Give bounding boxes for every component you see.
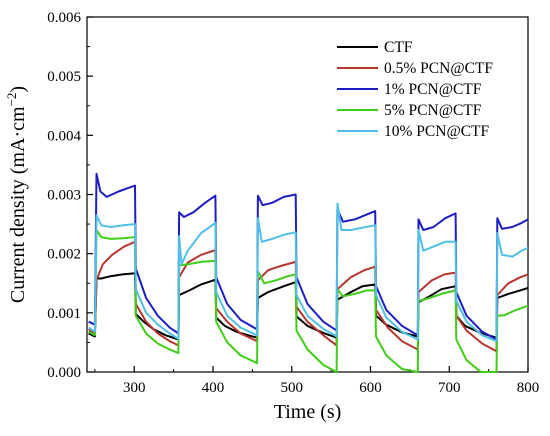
y-tick-label: 0.000 [47,365,81,381]
legend-label: CTF [384,39,413,56]
y-tick-label: 0.004 [47,128,81,144]
x-tick-label: 400 [202,380,225,396]
legend-label: 5% PCN@CTF [384,102,482,119]
y-tick-label: 0.002 [47,247,81,263]
series-lines [88,172,529,373]
y-axis-title-main: Current density (mA·cm [7,106,29,303]
x-axis: 300 400 500 600 700 800 [94,366,540,396]
x-tick-label: 300 [123,380,146,396]
series-line-10-pcn-ctf [88,202,529,343]
y-axis: 0.000 0.001 0.002 0.003 0.004 0.005 0.006 [47,10,93,381]
x-tick-label: 600 [359,380,382,396]
y-axis-title-close: ) [7,86,29,93]
y-axis-title: Current density (mA·cm−2) [4,86,29,303]
x-tick-label: 800 [517,380,540,396]
series-line-5-pcn-ctf [88,229,529,373]
y-tick-label: 0.001 [47,306,81,322]
plot-area: 300 400 500 600 700 800 0.0000.0010.0020.0030… [47,10,539,396]
y-axis-title-superscript: −2 [4,93,19,107]
legend: CTF 0.5% PCN@CTF 1% PCN@CTF 5% PCN@CTF 10% P… [337,39,493,140]
y-tick-label: 0.006 [47,10,81,26]
legend-label: 10% PCN@CTF [384,123,490,140]
legend-label: 1% PCN@CTF [384,81,482,98]
x-tick-label: 700 [438,380,461,396]
x-axis-title: Time (s) [274,401,342,423]
y-tick-label: 0.005 [47,69,81,85]
y-tick-label: 0.003 [47,188,81,204]
series-line-0-5-pcn-ctf [88,240,529,353]
x-tick-label: 500 [281,380,304,396]
legend-label: 0.5% PCN@CTF [384,60,493,77]
